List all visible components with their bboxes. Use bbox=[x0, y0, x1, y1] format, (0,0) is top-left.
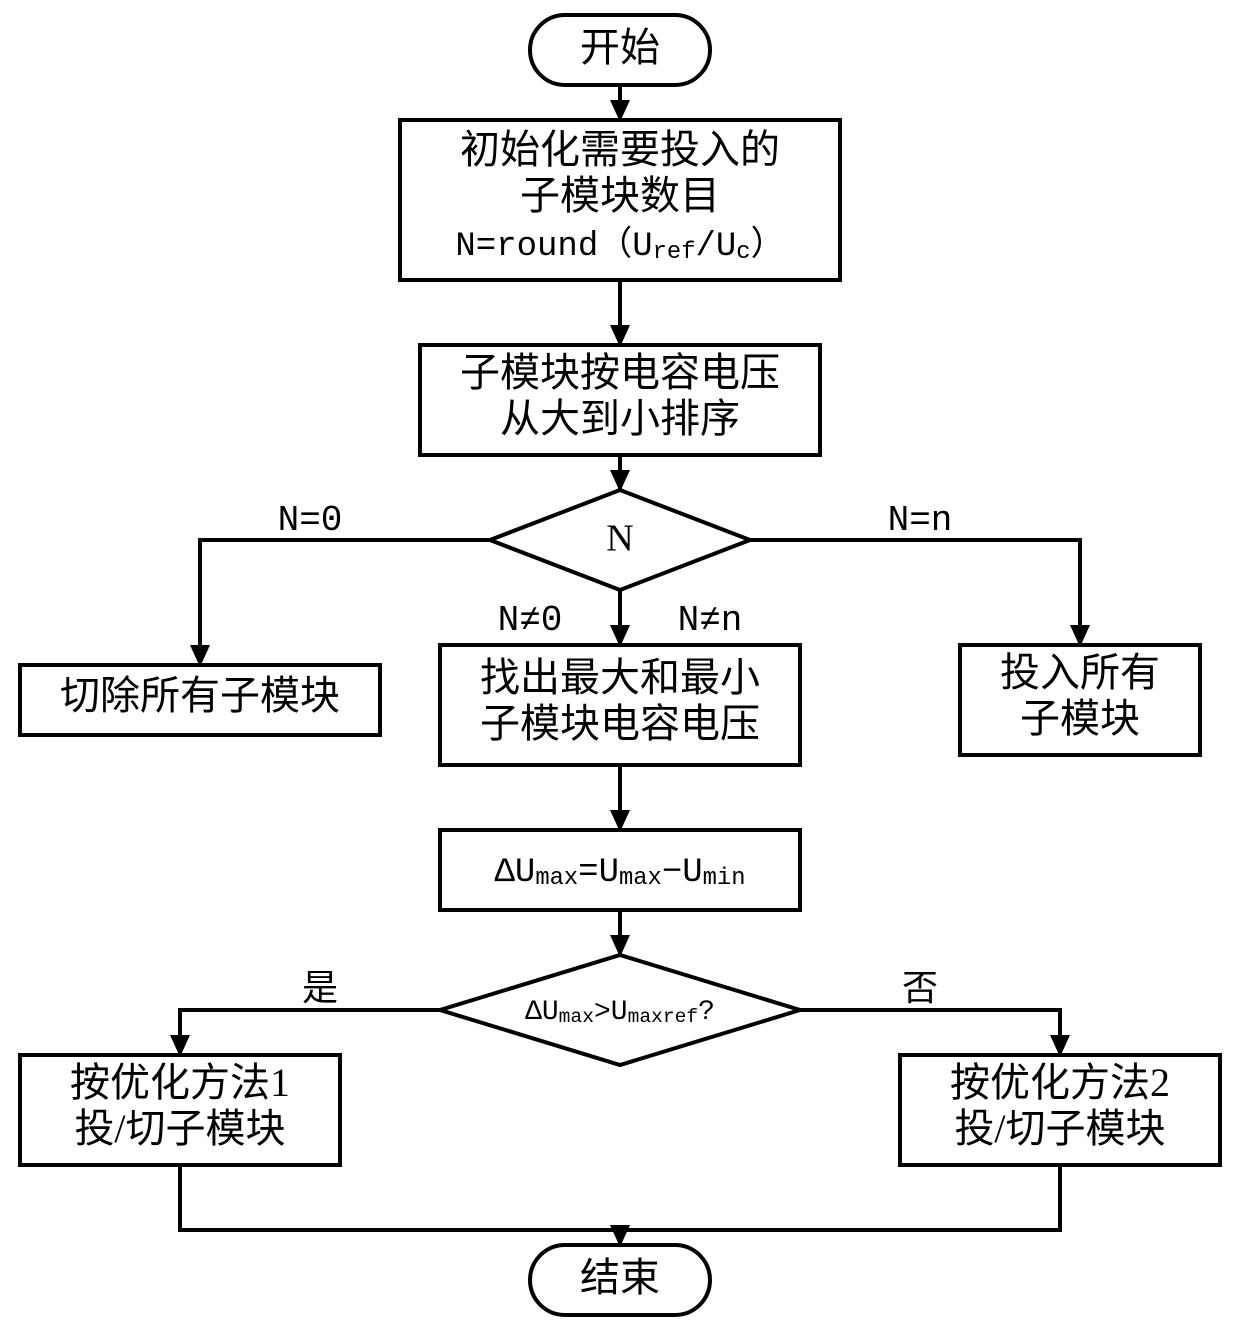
svg-text:子模块电容电压: 子模块电容电压 bbox=[480, 701, 760, 746]
node-opt1: 按优化方法1投/切子模块 bbox=[20, 1055, 340, 1165]
edge-dec_u-opt2 bbox=[800, 1010, 1060, 1055]
nodes-layer: 开始初始化需要投入的子模块数目 N=round（Uref/Uc） 子模块按电容电压从… bbox=[20, 15, 1220, 1315]
svg-text:子模块数目: 子模块数目 bbox=[520, 173, 720, 218]
svg-text:初始化需要投入的: 初始化需要投入的 bbox=[460, 127, 780, 172]
svg-text:N=n: N=n bbox=[888, 500, 953, 541]
svg-text:按优化方法2: 按优化方法2 bbox=[950, 1060, 1170, 1105]
svg-text:按优化方法1: 按优化方法1 bbox=[70, 1060, 290, 1105]
node-start: 开始 bbox=[530, 15, 710, 85]
svg-text:开始: 开始 bbox=[580, 25, 660, 70]
node-delta: ΔUmax=Umax−Umin bbox=[440, 830, 800, 910]
svg-text:投入所有: 投入所有 bbox=[1000, 650, 1160, 695]
edge-dec_u-opt1 bbox=[180, 1010, 440, 1055]
node-dec_n: N bbox=[490, 490, 750, 590]
node-cut_all: 切除所有子模块 bbox=[20, 665, 380, 735]
svg-text:切除所有子模块: 切除所有子模块 bbox=[60, 673, 340, 718]
svg-text:结束: 结束 bbox=[580, 1255, 660, 1300]
svg-text:子模块按电容电压: 子模块按电容电压 bbox=[460, 350, 780, 395]
svg-text:从大到小排序: 从大到小排序 bbox=[500, 396, 740, 441]
svg-text:N=0: N=0 bbox=[278, 500, 343, 541]
edge-opt2-end bbox=[620, 1165, 1060, 1230]
node-init: 初始化需要投入的子模块数目 N=round（Uref/Uc） bbox=[400, 120, 840, 280]
svg-text:N: N bbox=[606, 518, 633, 560]
svg-text:N≠0: N≠0 bbox=[498, 600, 563, 641]
flowchart-canvas: N=0 N=n N≠0 N≠n 是 否 开始初始化需要投入的子模块数目 N=round（Ure… bbox=[0, 0, 1240, 1328]
svg-text:是: 是 bbox=[302, 970, 338, 1011]
svg-text:子模块: 子模块 bbox=[1020, 696, 1140, 741]
svg-text:否: 否 bbox=[902, 970, 938, 1011]
svg-text:投/切子模块: 投/切子模块 bbox=[954, 1106, 1165, 1151]
svg-text:找出最大和最小: 找出最大和最小 bbox=[480, 655, 760, 700]
node-opt2: 按优化方法2投/切子模块 bbox=[900, 1055, 1220, 1165]
edge-dec_n-put_all bbox=[750, 540, 1080, 645]
svg-text:投/切子模块: 投/切子模块 bbox=[74, 1106, 285, 1151]
node-find: 找出最大和最小子模块电容电压 bbox=[440, 645, 800, 765]
node-end: 结束 bbox=[530, 1245, 710, 1315]
edge-opt1-end bbox=[180, 1165, 620, 1245]
svg-text:N=round（Uref/Uc）: N=round（Uref/Uc） bbox=[455, 225, 784, 266]
node-dec_u: ΔUmax>Umaxref? bbox=[440, 955, 800, 1065]
node-put_all: 投入所有子模块 bbox=[960, 645, 1200, 755]
node-sort: 子模块按电容电压从大到小排序 bbox=[420, 345, 820, 455]
svg-text:N≠n: N≠n bbox=[678, 600, 743, 641]
